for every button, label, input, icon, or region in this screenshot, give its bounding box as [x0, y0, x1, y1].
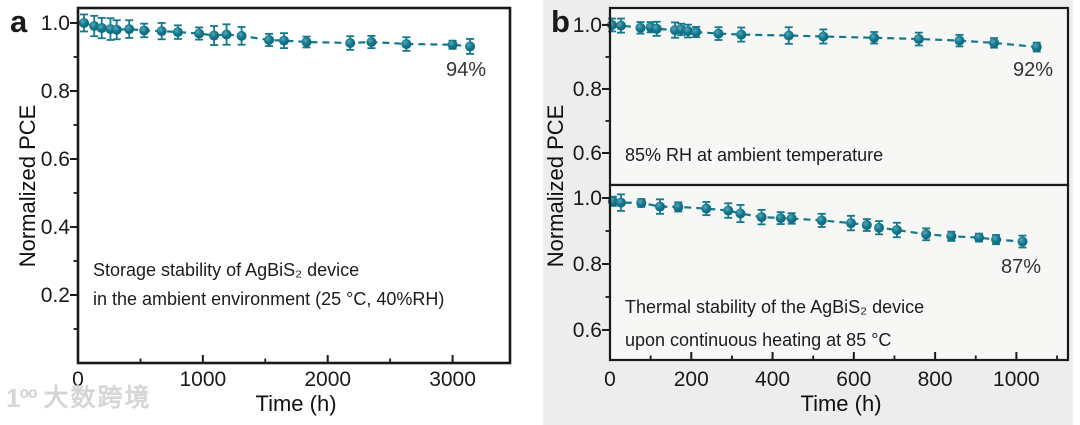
data-point-marker [301, 37, 312, 48]
data-point-marker [775, 213, 786, 224]
y-tick-label: 0.6 [573, 142, 602, 165]
data-point-marker [401, 39, 412, 50]
x-tick-label: 400 [755, 368, 790, 391]
data-point-marker [172, 27, 183, 38]
y-tick-label: 0.6 [573, 319, 602, 342]
data-point-marker [874, 222, 885, 233]
data-point-marker [345, 38, 356, 49]
watermark-logo-icon: 1ºº [6, 383, 37, 413]
data-point-marker [89, 21, 100, 32]
note-humidity-condition: 85% RH at ambient temperature [625, 145, 884, 165]
y-tick-label: 1.0 [41, 12, 70, 35]
y-tick-label: 0.6 [41, 148, 70, 171]
data-point-marker [954, 35, 965, 46]
data-point-marker [366, 37, 377, 48]
data-point-marker [989, 37, 1000, 48]
data-point-marker [651, 23, 662, 34]
data-point-marker [111, 24, 122, 35]
data-point-marker [683, 26, 694, 37]
x-tick-label: 200 [674, 368, 709, 391]
data-point-marker [845, 218, 856, 229]
data-point-marker [96, 23, 107, 34]
y-axis-label-a: Normalized PCE [15, 104, 40, 268]
data-point-marker [673, 201, 684, 212]
data-point-marker [209, 30, 220, 41]
y-tick-label: 0.4 [41, 216, 71, 239]
y-tick-label: 0.8 [41, 80, 70, 103]
y-tick-label: 0.8 [573, 78, 602, 101]
x-axis-label-a: Time (h) [255, 391, 337, 416]
data-point-marker [735, 208, 746, 219]
note-thermal-stability-line1: Thermal stability of the AgBiS₂ device [625, 297, 925, 317]
data-point-marker [636, 197, 647, 208]
data-point-marker [946, 231, 957, 242]
x-axis-label-b: Time (h) [800, 391, 882, 416]
data-point-marker [783, 30, 794, 41]
data-point-marker [991, 234, 1002, 245]
panel-label-a: a [10, 4, 28, 39]
x-tick-label: 1000 [993, 368, 1040, 391]
data-point-marker [736, 29, 747, 40]
data-point-marker [1031, 42, 1042, 53]
data-point-marker [701, 203, 712, 214]
x-tick-label: 1000 [179, 368, 226, 391]
plot-frame-b_bottom [608, 183, 1070, 362]
data-point-marker [713, 28, 724, 39]
data-point-marker [194, 28, 205, 39]
watermark-text: 大数跨境 [43, 383, 152, 412]
data-point-marker [861, 220, 872, 231]
retention-annotation-a: 94% [446, 59, 487, 81]
note-storage-stability-line2: in the ambient environment (25 °C, 40%RH… [93, 289, 445, 309]
data-point-marker [1017, 236, 1028, 247]
data-point-marker [691, 27, 702, 38]
data-point-marker [78, 17, 89, 28]
data-point-marker [236, 30, 247, 41]
x-tick-label: 0 [604, 368, 616, 391]
data-point-marker [818, 31, 829, 42]
panel-label-b: b [551, 4, 570, 39]
data-point-marker [264, 34, 275, 45]
data-point-marker [615, 20, 626, 31]
note-storage-stability-line1: Storage stability of AgBiS₂ device [93, 260, 360, 280]
data-point-marker [891, 225, 902, 236]
plot-area-b_bottom [610, 185, 1068, 360]
data-point-marker [913, 34, 924, 45]
x-tick-label: 3000 [429, 368, 476, 391]
retention-annotation-b-bottom: 87% [1001, 256, 1042, 278]
y-tick-label: 1.0 [573, 14, 602, 37]
x-tick-label: 800 [918, 368, 953, 391]
data-point-marker [723, 205, 734, 216]
data-point-marker [124, 24, 135, 35]
data-point-marker [279, 35, 290, 46]
y-tick-label: 0.2 [41, 284, 70, 307]
note-thermal-stability-line2: upon continuous heating at 85 °C [625, 330, 892, 350]
data-point-marker [447, 39, 458, 50]
data-point-marker [786, 213, 797, 224]
data-point-marker [869, 32, 880, 43]
data-point-marker [139, 25, 150, 36]
watermark: 1ºº 大数跨境 [6, 385, 151, 411]
data-point-marker [816, 215, 827, 226]
data-point-marker [654, 201, 665, 212]
data-point-marker [221, 29, 232, 40]
data-point-marker [156, 26, 167, 37]
x-tick-label: 2000 [304, 368, 351, 391]
data-point-marker [921, 229, 932, 240]
y-tick-label: 1.0 [573, 187, 602, 210]
x-tick-label: 0 [72, 368, 84, 391]
y-axis-label-b: Normalized PCE [543, 104, 568, 268]
data-point-marker [615, 197, 626, 208]
plot-area-a [78, 8, 510, 363]
data-point-marker [756, 212, 767, 223]
data-point-marker [974, 232, 985, 243]
data-point-marker [465, 41, 476, 52]
retention-annotation-b-top: 92% [1013, 59, 1054, 81]
x-tick-label: 600 [836, 368, 871, 391]
plot-frame-a [76, 6, 512, 365]
data-point-marker [635, 22, 646, 33]
y-tick-label: 0.8 [573, 253, 602, 276]
